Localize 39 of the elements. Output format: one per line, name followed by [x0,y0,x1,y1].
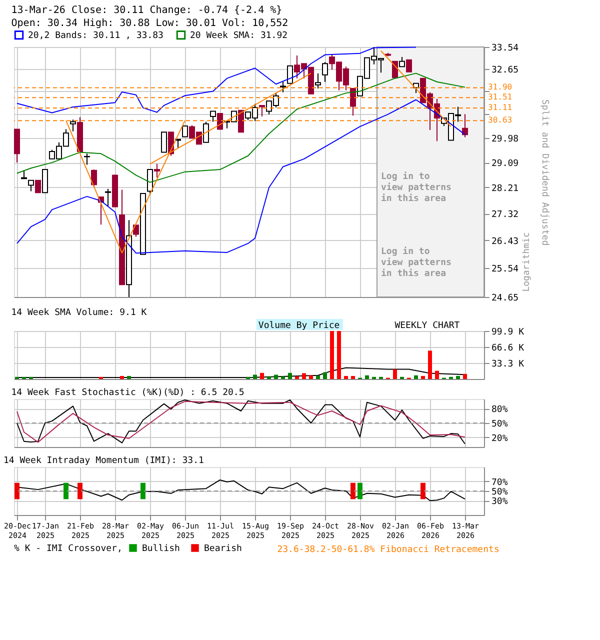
ref-line-label: 30.63 [488,116,512,125]
annotation: Log in to view patterns in this area [381,246,452,279]
y-tick-label: 32.65 [492,65,519,76]
text: WEEKLY CHART [394,321,460,331]
legend-label: 20,2 Bands: 30.11 , 33.83 [28,31,164,42]
y-tick-label: 70% [492,478,508,488]
y-axis-title: Split and Dividend Adjusted [540,99,550,246]
y-tick-label: 66.6 K [492,344,525,354]
y-tick-label: 50% [492,420,508,430]
legend-label: Bearish [204,544,242,554]
ref-line-label: 31.51 [488,92,512,102]
legend-title: % K - IMI Crossover, [14,544,122,554]
y-tick-label: 24.65 [492,294,519,304]
y-tick-label: 30% [492,497,508,508]
y-tick-label: 25.54 [492,264,519,275]
band-label: Log in to view patterns in this area [381,171,452,204]
ref-line-label: 31.90 [488,82,512,92]
y-tick-label: 29.98 [492,134,519,145]
chart-title: 13-Mar-26 Close: 30.11 Change: -0.74 {-2.4 %} [11,5,282,16]
y-tick-label: 33.54 [492,44,519,54]
legend-label: Bullish [142,544,180,554]
y-tick-label: 33.3 K [492,360,525,370]
y-tick-label: 80% [492,405,508,416]
y-tick-label: 27.32 [492,210,519,220]
y-tick-label: 20% [492,434,508,444]
chart-title: 14 Week SMA Volume: 9.1 K [11,308,148,318]
text: Logarithmic [522,232,532,292]
ref-line-label: 31.11 [488,103,512,112]
y-tick-label: 50% [492,488,508,498]
y-tick-label: 26.43 [492,236,519,247]
legend-label: 20 Week SMA: 31.92 [190,31,288,42]
chart-title: 14 Week Fast Stochastic (%K)(%D) : 6.5 20.5 [11,388,244,398]
chart-title: 14 Week Intraday Momentum (IMI): 33.1 [3,456,204,466]
text: 23.6-38.2-50-61.8% Fibonacci Retracements [277,545,500,555]
chart-subtitle: Open: 30.34 High: 30.88 Low: 30.01 Vol: 10,552 [11,18,288,29]
y-tick-label: 99.9 K [492,328,525,338]
y-tick-label: 28.21 [492,184,519,194]
text: Volume By Price [258,321,340,331]
y-tick-label: 29.09 [492,159,519,170]
